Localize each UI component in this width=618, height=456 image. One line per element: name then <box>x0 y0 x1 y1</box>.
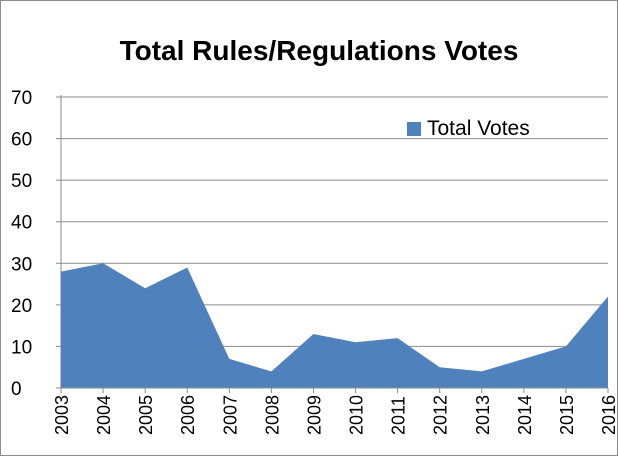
x-tick-label-2015: 2015 <box>557 395 577 435</box>
legend: Total Votes <box>407 117 530 141</box>
y-tick-label-60: 60 <box>11 130 32 151</box>
x-tick-label-2004: 2004 <box>94 395 114 435</box>
x-tick-label-2016: 2016 <box>599 395 617 435</box>
x-tick-label-2012: 2012 <box>431 395 451 435</box>
x-tick-label-2009: 2009 <box>304 395 324 435</box>
legend-label-total-votes: Total Votes <box>427 117 530 140</box>
y-tick-label-50: 50 <box>11 171 32 192</box>
x-tick-label-2006: 2006 <box>178 395 198 435</box>
x-tick-label-2008: 2008 <box>262 395 282 435</box>
y-tick-label-0: 0 <box>11 379 22 400</box>
chart-title: Total Rules/Regulations Votes <box>119 35 519 66</box>
x-tick-label-2013: 2013 <box>473 395 493 435</box>
y-tick-label-70: 70 <box>11 88 32 109</box>
x-tick-label-2003: 2003 <box>52 395 72 435</box>
area-series-0 <box>61 263 608 388</box>
x-tick-label-2010: 2010 <box>347 395 367 435</box>
y-tick-label-30: 30 <box>11 254 32 275</box>
x-tick-label-2007: 2007 <box>220 395 240 435</box>
x-tick-label-2005: 2005 <box>136 395 156 435</box>
x-tick-label-2014: 2014 <box>515 395 535 435</box>
y-tick-label-10: 10 <box>11 337 32 358</box>
x-tick-label-2011: 2011 <box>389 396 409 435</box>
y-tick-label-20: 20 <box>11 296 32 317</box>
legend-swatch-total-votes <box>407 122 421 136</box>
y-tick-label-40: 40 <box>11 213 32 234</box>
